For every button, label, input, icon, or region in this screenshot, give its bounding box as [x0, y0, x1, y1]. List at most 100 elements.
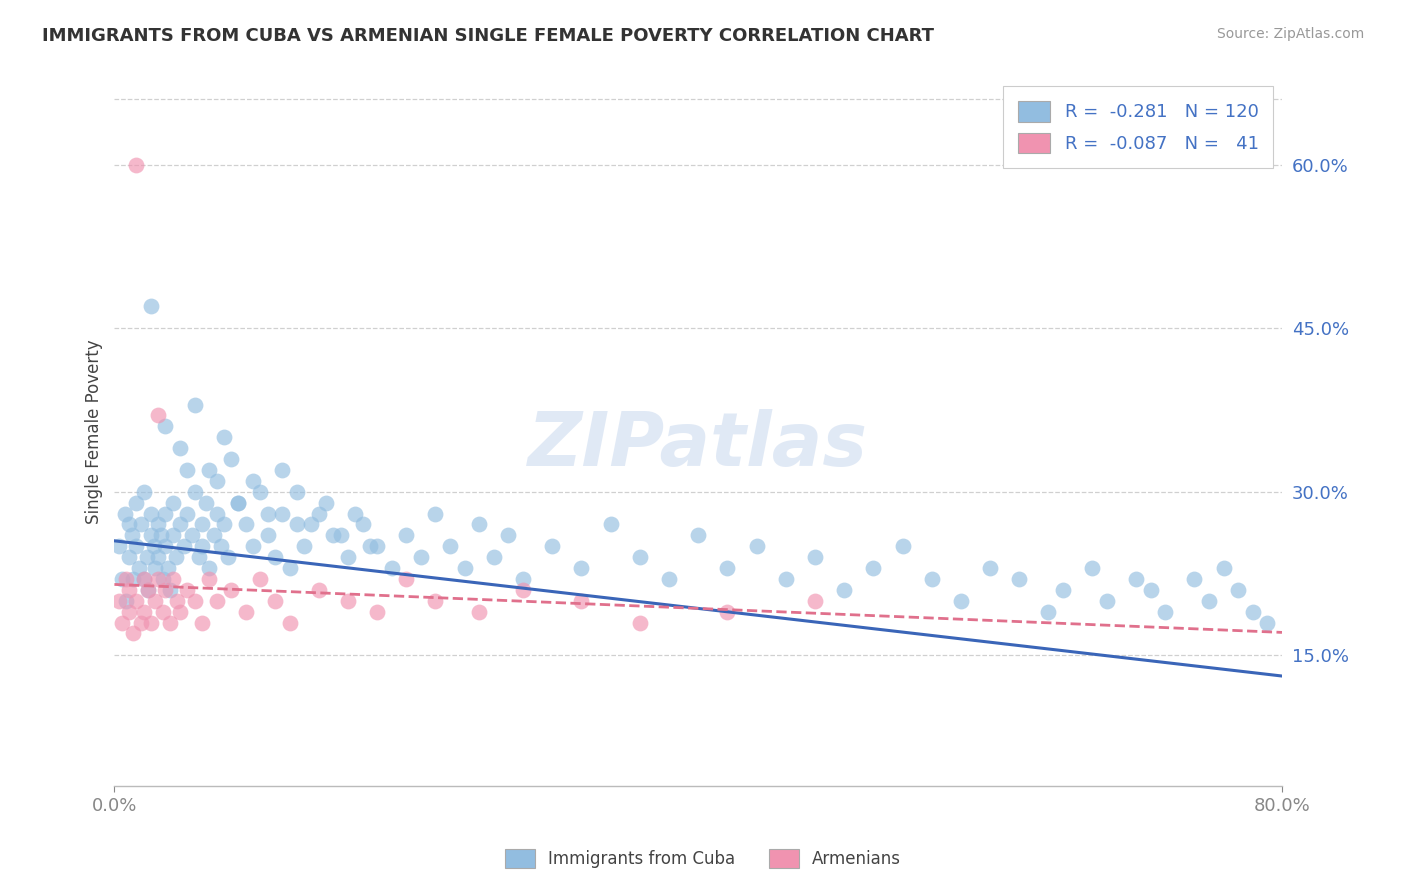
- Point: [198, 572, 221, 586]
- Point: [191, 517, 214, 532]
- Point: [122, 626, 145, 640]
- Point: [195, 496, 218, 510]
- Point: [191, 615, 214, 630]
- Point: [143, 594, 166, 608]
- Point: [169, 441, 191, 455]
- Point: [125, 594, 148, 608]
- Point: [409, 550, 432, 565]
- Point: [278, 615, 301, 630]
- Point: [352, 517, 374, 532]
- Point: [1095, 594, 1118, 608]
- Point: [979, 561, 1001, 575]
- Point: [139, 507, 162, 521]
- Point: [832, 582, 855, 597]
- Point: [395, 572, 418, 586]
- Point: [155, 419, 177, 434]
- Point: [159, 615, 181, 630]
- Point: [571, 594, 593, 608]
- Point: [1212, 561, 1234, 575]
- Point: [249, 484, 271, 499]
- Point: [183, 484, 205, 499]
- Point: [512, 582, 534, 597]
- Point: [118, 582, 141, 597]
- Point: [191, 539, 214, 553]
- Point: [322, 528, 344, 542]
- Point: [1125, 572, 1147, 586]
- Point: [862, 561, 884, 575]
- Text: Source: ZipAtlas.com: Source: ZipAtlas.com: [1216, 27, 1364, 41]
- Point: [132, 605, 155, 619]
- Point: [1227, 582, 1250, 597]
- Point: [344, 507, 367, 521]
- Point: [219, 582, 242, 597]
- Point: [107, 539, 129, 553]
- Point: [169, 517, 191, 532]
- Point: [271, 463, 294, 477]
- Point: [1008, 572, 1031, 586]
- Point: [139, 300, 162, 314]
- Point: [716, 561, 738, 575]
- Point: [292, 539, 315, 553]
- Point: [107, 594, 129, 608]
- Point: [121, 528, 143, 542]
- Point: [366, 539, 388, 553]
- Point: [150, 528, 173, 542]
- Point: [205, 474, 228, 488]
- Point: [264, 550, 287, 565]
- Point: [183, 398, 205, 412]
- Point: [152, 572, 174, 586]
- Point: [118, 605, 141, 619]
- Point: [628, 615, 651, 630]
- Point: [468, 517, 491, 532]
- Point: [336, 594, 359, 608]
- Point: [217, 550, 239, 565]
- Point: [198, 561, 221, 575]
- Point: [453, 561, 475, 575]
- Point: [775, 572, 797, 586]
- Point: [162, 496, 184, 510]
- Point: [125, 539, 148, 553]
- Point: [468, 605, 491, 619]
- Point: [329, 528, 352, 542]
- Point: [571, 561, 593, 575]
- Point: [205, 594, 228, 608]
- Point: [425, 594, 447, 608]
- Point: [115, 594, 138, 608]
- Point: [716, 605, 738, 619]
- Point: [176, 507, 198, 521]
- Point: [1184, 572, 1206, 586]
- Point: [132, 572, 155, 586]
- Point: [512, 572, 534, 586]
- Point: [1081, 561, 1104, 575]
- Point: [139, 615, 162, 630]
- Point: [249, 572, 271, 586]
- Point: [804, 594, 827, 608]
- Point: [198, 463, 221, 477]
- Legend: R =  -0.281   N = 120, R =  -0.087   N =   41: R = -0.281 N = 120, R = -0.087 N = 41: [1002, 87, 1272, 168]
- Point: [143, 561, 166, 575]
- Point: [176, 463, 198, 477]
- Point: [159, 582, 181, 597]
- Point: [381, 561, 404, 575]
- Point: [219, 452, 242, 467]
- Point: [148, 572, 170, 586]
- Point: [155, 539, 177, 553]
- Point: [278, 561, 301, 575]
- Point: [166, 594, 188, 608]
- Point: [366, 605, 388, 619]
- Point: [541, 539, 564, 553]
- Point: [162, 528, 184, 542]
- Point: [1198, 594, 1220, 608]
- Point: [188, 550, 211, 565]
- Point: [212, 517, 235, 532]
- Point: [118, 550, 141, 565]
- Point: [173, 539, 195, 553]
- Point: [155, 582, 177, 597]
- Point: [212, 430, 235, 444]
- Point: [891, 539, 914, 553]
- Point: [125, 158, 148, 172]
- Point: [132, 484, 155, 499]
- Point: [628, 550, 651, 565]
- Point: [256, 528, 278, 542]
- Point: [256, 507, 278, 521]
